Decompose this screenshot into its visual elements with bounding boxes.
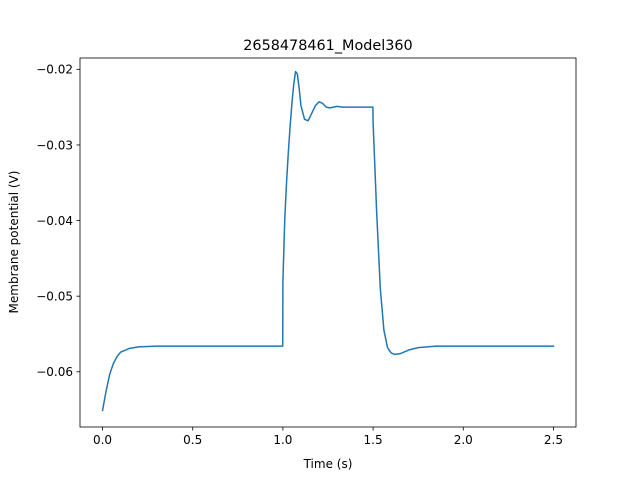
y-axis-ticks: −0.02 −0.03 −0.04 −0.05 −0.06 [36, 63, 80, 379]
x-tick-label: 0.5 [183, 433, 202, 447]
y-tick-label: −0.02 [36, 63, 73, 77]
x-tick-label: 0.0 [93, 433, 112, 447]
plot-area [101, 70, 555, 412]
x-axis-ticks: 0.0 0.5 1.0 1.5 2.0 2.5 [93, 427, 563, 447]
x-tick-label: 2.0 [454, 433, 473, 447]
x-tick-label: 1.0 [273, 433, 292, 447]
axes-frame [79, 57, 577, 428]
y-tick-label: −0.04 [36, 214, 73, 228]
y-tick-label: −0.03 [36, 138, 73, 152]
series-line-0 [101, 70, 555, 412]
x-tick-label: 1.5 [364, 433, 383, 447]
y-tick-label: −0.05 [36, 289, 73, 303]
x-tick-label: 2.5 [544, 433, 563, 447]
y-tick-label: −0.06 [36, 365, 73, 379]
x-axis-label: Time (s) [303, 457, 353, 471]
chart-title: 2658478461_Model360 [243, 38, 412, 54]
y-axis-label: Membrane potential (V) [7, 171, 21, 314]
